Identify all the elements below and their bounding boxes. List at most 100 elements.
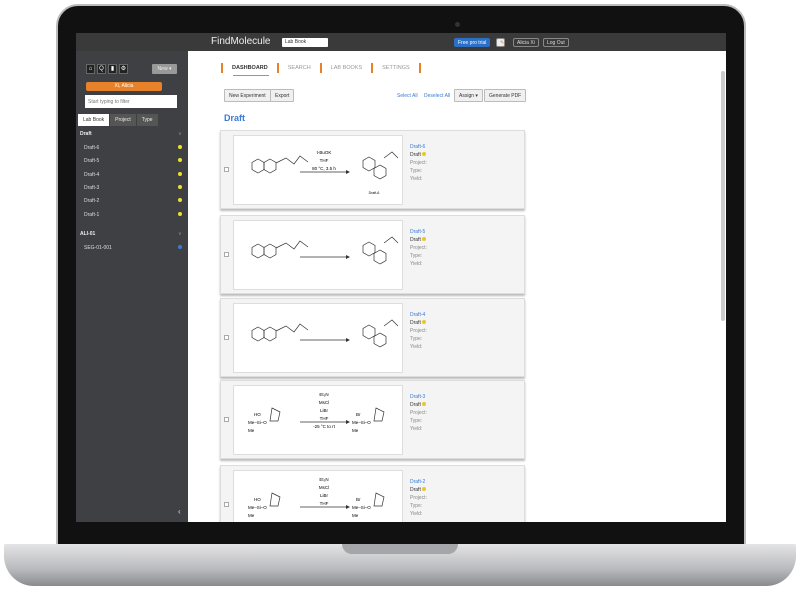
status-dot — [178, 158, 182, 163]
molecule-label: Me–Si–O — [352, 420, 371, 425]
experiment-card[interactable]: Draft-6 t-BuOK THF 80 °C, 3.5 h Draft-6 Dra… — [220, 130, 525, 209]
sidebar-item[interactable]: Draft-3 — [84, 184, 182, 191]
reagent-label: Et₃N — [319, 392, 328, 397]
molecule-label: Me–Si–O — [248, 505, 267, 510]
sidebar-item[interactable]: Draft-6 — [84, 145, 182, 151]
select-all-link[interactable]: Select All — [397, 93, 418, 99]
group-header[interactable]: Draft — [80, 131, 92, 137]
tab-type[interactable]: Type — [136, 114, 158, 126]
status-dot — [178, 184, 182, 189]
status-dot — [178, 171, 182, 176]
tab-dashboard[interactable]: DASHBOARD — [221, 63, 277, 73]
main-nav: DASHBOARD SEARCH LAB BOOKS SETTINGS — [221, 63, 421, 73]
card-status: Draft — [410, 152, 421, 158]
tab-project[interactable]: Project — [110, 114, 136, 126]
card-status: Draft — [410, 402, 421, 408]
experiment-card[interactable]: Draft-5 Draft Project: Type: Yield: — [220, 215, 525, 294]
chevron-down-icon[interactable]: ∨ — [178, 230, 182, 237]
molecule-label: Me–Si–O — [352, 505, 371, 510]
card-status: Draft — [410, 237, 421, 243]
card-info: Draft-3 Draft Project: Type: Yield: — [410, 393, 427, 433]
yield-field: Yield: — [410, 511, 423, 517]
yield-field: Yield: — [410, 261, 423, 267]
yield-field: Yield: — [410, 176, 423, 182]
molecule-label: Br — [356, 497, 361, 502]
section-heading: Draft — [224, 113, 246, 123]
molecule-label: Me — [352, 428, 359, 433]
sidebar: ⌂ Q ▮ ⚙ New ▾ Xi, Alicia Start typing to… — [76, 51, 188, 522]
card-title[interactable]: Draft-6 — [410, 144, 426, 150]
tab-lab-books[interactable]: LAB BOOKS — [319, 63, 372, 73]
select-checkbox[interactable] — [224, 167, 229, 172]
reaction-drawing: HO Br Me–Si–O Me–Si–O Me Me Et₃N MsCl LiBr THF — [248, 477, 385, 518]
project-field: Project: — [410, 495, 427, 501]
card-title[interactable]: Draft-2 — [410, 479, 426, 485]
arrow-head — [346, 338, 350, 342]
select-checkbox[interactable] — [224, 417, 229, 422]
experiment-card[interactable]: HO Br Me–Si–O Me–Si–O Me Me Et₃N MsCl LiBr THF -25… — [220, 380, 525, 459]
select-checkbox[interactable] — [224, 252, 229, 257]
card-title[interactable]: Draft-3 — [410, 394, 426, 400]
gear-icon[interactable]: ⚙ — [119, 64, 128, 74]
card-info: Draft-6 Draft Project: Type: Yield: — [410, 143, 427, 183]
tab-settings[interactable]: SETTINGS — [371, 63, 419, 73]
deselect-all-link[interactable]: Deselect All — [424, 93, 451, 99]
new-experiment-button[interactable]: New Experiment — [224, 89, 271, 102]
tab-search[interactable]: SEARCH — [276, 63, 320, 73]
card-title[interactable]: Draft-5 — [410, 229, 426, 235]
experiment-card[interactable]: Draft-4 Draft Project: Type: Yield: — [220, 298, 525, 377]
reagent-label: -25 °C to rt — [313, 424, 336, 429]
reagent-label: t-BuOK — [317, 150, 332, 155]
new-button[interactable]: New ▾ — [152, 64, 177, 74]
project-field: Project: — [410, 160, 427, 166]
status-dot — [421, 152, 426, 156]
user-select[interactable]: Xi, Alicia — [86, 82, 162, 91]
arrow-head — [346, 170, 350, 174]
reagent-label: THF — [320, 158, 329, 163]
generate-pdf-button[interactable]: Generate PDF — [484, 89, 527, 102]
home-icon[interactable]: ⌂ — [86, 64, 95, 74]
status-dot — [178, 211, 182, 216]
export-button[interactable]: Export — [270, 89, 295, 102]
free-trial-button[interactable]: Free pro trial — [454, 38, 491, 47]
arrow-head — [346, 255, 350, 259]
experiment-card[interactable]: HO Br Me–Si–O Me–Si–O Me Me Et₃N MsCl LiBr THF Dr… — [220, 465, 525, 522]
camera — [455, 22, 460, 27]
reagent-label: MsCl — [319, 485, 329, 490]
reaction-drawing — [251, 236, 399, 265]
select-checkbox[interactable] — [224, 502, 229, 507]
card-status: Draft — [410, 320, 421, 326]
molecule-label: Me–Si–O — [248, 420, 267, 425]
card-title[interactable]: Draft-4 — [410, 312, 426, 318]
labbook-select[interactable]: Lab Book — [282, 38, 328, 47]
sidebar-item[interactable]: Draft-2 — [84, 198, 182, 204]
logout-button[interactable]: Log Out — [543, 38, 569, 47]
sidebar-item[interactable]: Draft-4 — [84, 171, 182, 178]
tab-lab-book[interactable]: Lab Book — [78, 114, 110, 126]
filter-input[interactable]: Start typing to filter — [85, 95, 177, 108]
reagent-label: MsCl — [319, 400, 329, 405]
user-button[interactable]: Alicia Xi — [513, 38, 539, 47]
collapse-sidebar-icon[interactable]: ‹ — [178, 507, 181, 516]
scrollbar[interactable] — [721, 71, 725, 321]
group-header[interactable]: ALI-01 — [80, 230, 96, 237]
arrow-head — [346, 505, 350, 509]
notebook-icon[interactable]: ✎ — [496, 38, 505, 47]
sidebar-item[interactable]: SEG-01-001 — [84, 244, 182, 251]
sidebar-item[interactable]: Draft-5 — [84, 158, 182, 164]
active-tab-underline — [233, 75, 269, 76]
screen: FindMolecule Lab Book Free pro trial ✎ A… — [76, 33, 726, 522]
search-icon[interactable]: Q — [97, 64, 106, 74]
project-field: Project: — [410, 328, 427, 334]
sidebar-item[interactable]: Draft-1 — [84, 211, 182, 218]
select-checkbox[interactable] — [224, 335, 229, 340]
chevron-down-icon[interactable]: ∨ — [178, 131, 182, 137]
assign-button[interactable]: Assign ▾ — [454, 89, 483, 102]
book-icon[interactable]: ▮ — [108, 64, 117, 74]
type-field: Type: — [410, 418, 423, 424]
logo[interactable]: FindMolecule — [211, 36, 271, 47]
reagent-label: LiBr — [320, 408, 329, 413]
top-bar: FindMolecule Lab Book Free pro trial ✎ A… — [76, 33, 726, 51]
sidebar-item-label: Draft-2 — [84, 198, 100, 205]
sidebar-item-label: Draft-1 — [84, 211, 100, 218]
